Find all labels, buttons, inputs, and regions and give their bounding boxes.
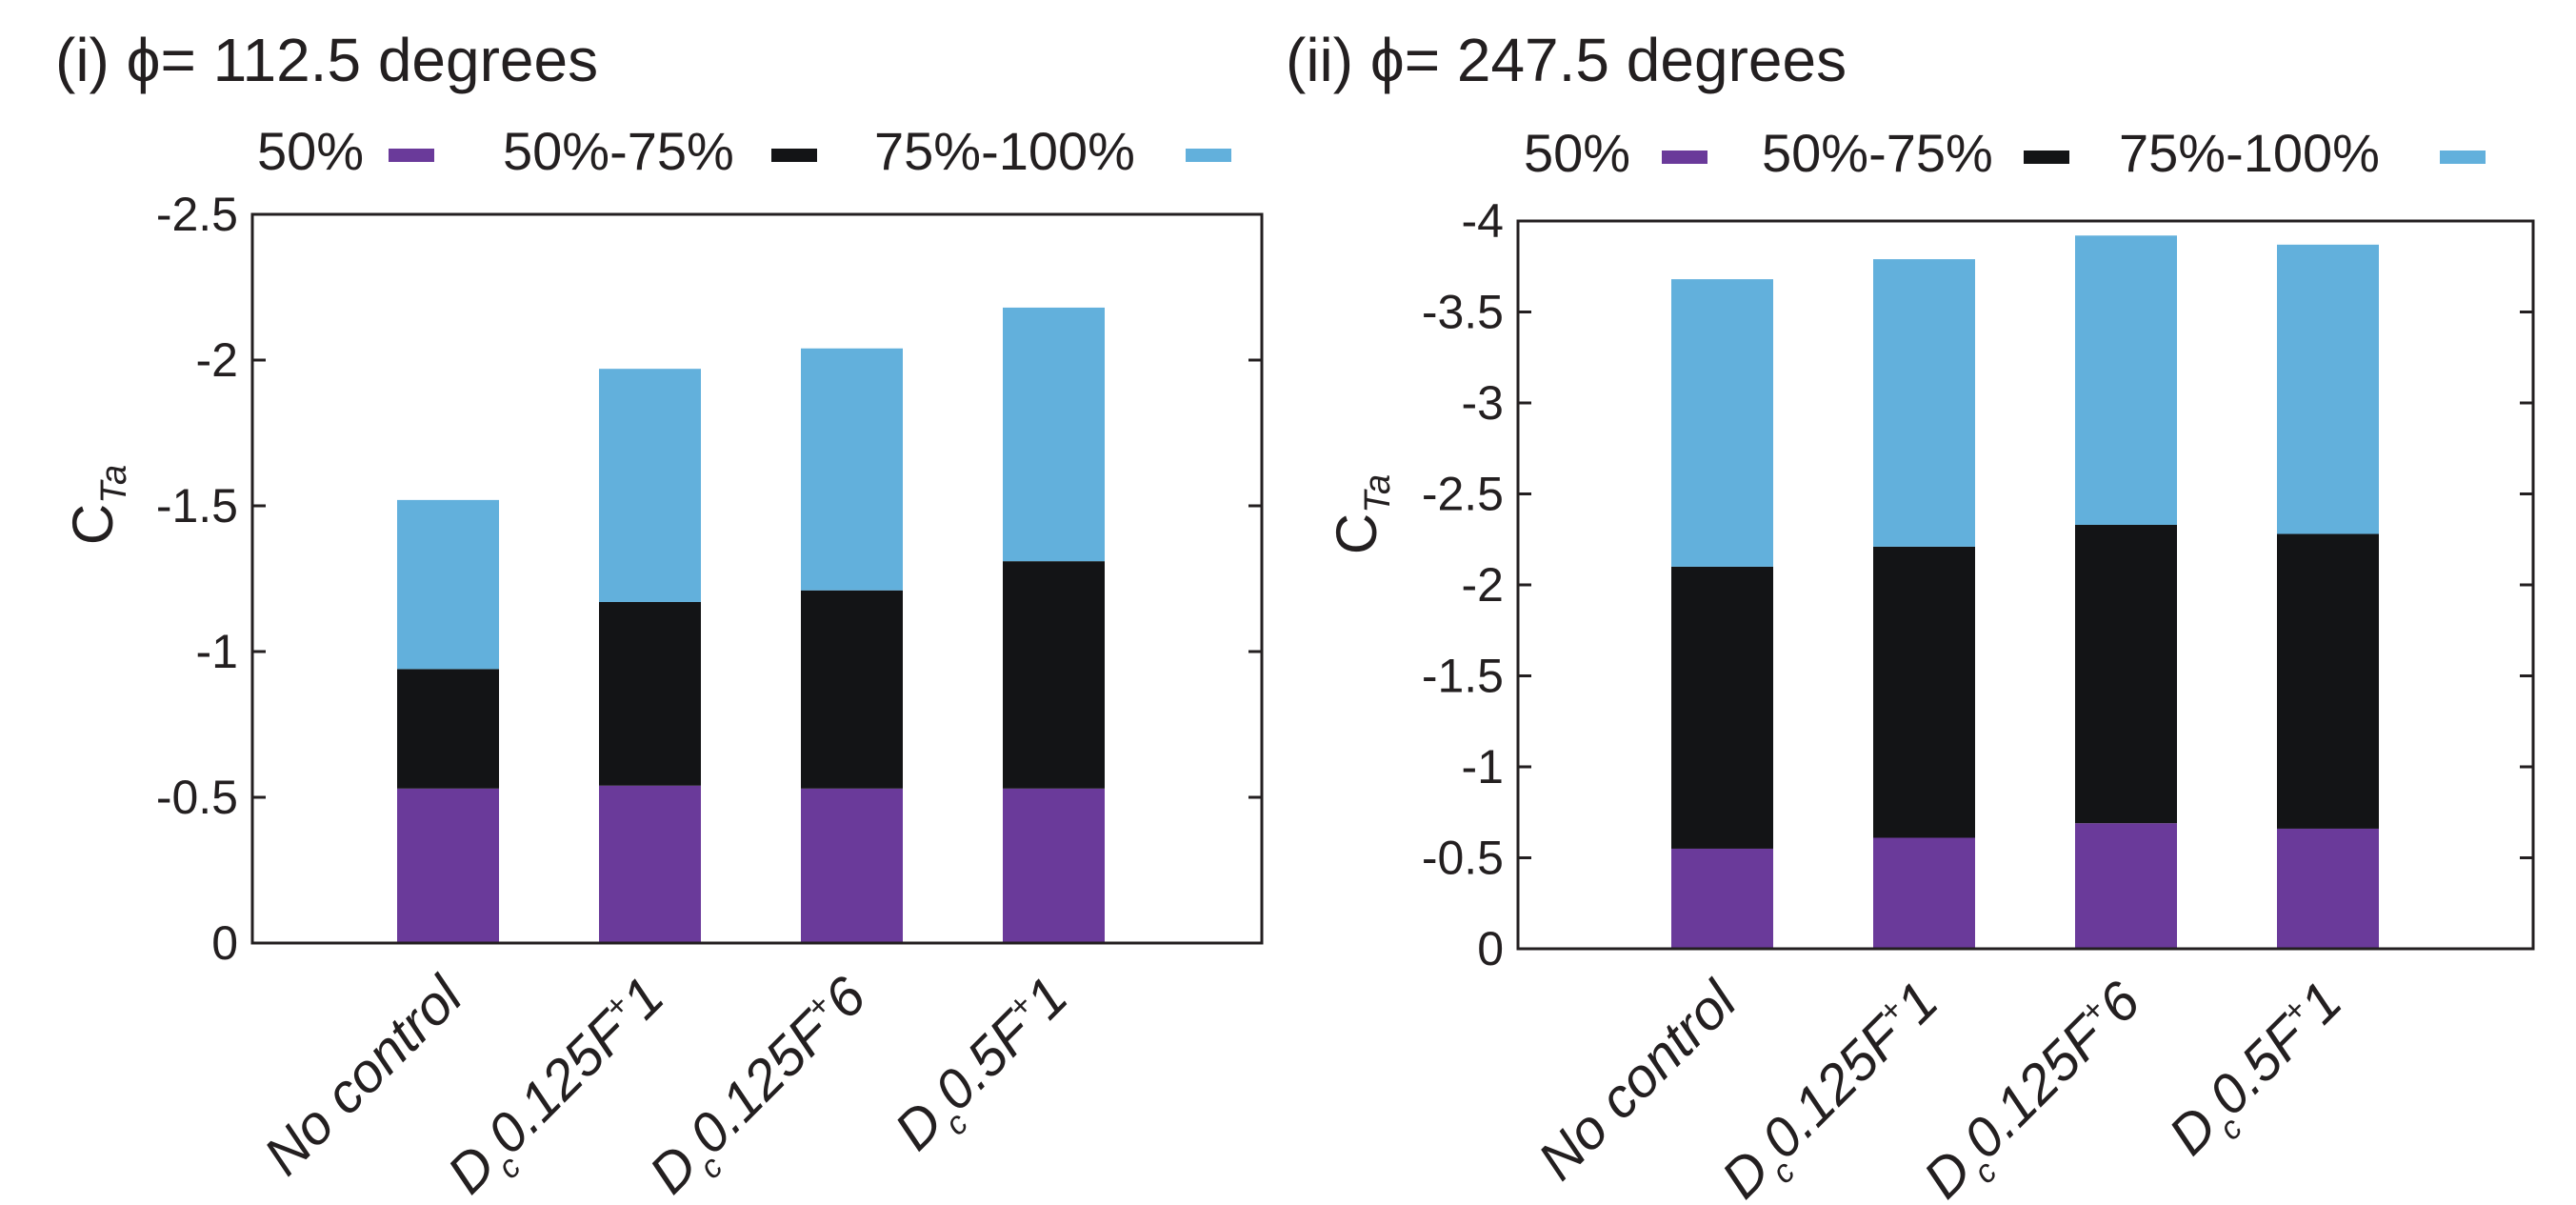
- category-label: Dc0.125F+6: [638, 965, 888, 1205]
- y-tick-label: -2: [196, 333, 238, 387]
- bar-segment: [397, 788, 499, 943]
- y-axis-label: CTa: [1325, 474, 1398, 554]
- bar-segment: [1873, 259, 1975, 547]
- legend-label: 50%-75%: [1762, 123, 1993, 183]
- category-label: No control: [252, 964, 475, 1187]
- bar-segment: [599, 369, 701, 602]
- bar-segment: [1873, 837, 1975, 949]
- bar-segment: [599, 785, 701, 943]
- legend-swatch: [771, 149, 817, 162]
- bar-segment: [1003, 307, 1105, 562]
- bar-segment: [2075, 235, 2177, 525]
- y-tick-label: -1: [1462, 740, 1504, 793]
- y-tick-label: -2.5: [1422, 468, 1504, 521]
- legend-label: 75%-100%: [874, 121, 1135, 181]
- y-tick-label: -0.5: [1422, 832, 1504, 885]
- y-tick-label: -3: [1462, 376, 1504, 430]
- legend-swatch: [2024, 151, 2069, 164]
- y-tick-label: -0.5: [156, 771, 238, 824]
- bar-segment: [2277, 244, 2379, 534]
- plot-frame: [250, 212, 1264, 945]
- legend-label: 50%: [1524, 123, 1630, 183]
- y-tick-label: 0: [211, 916, 238, 970]
- chart-panel-2: (ii) ϕ= 247.5 degrees 50% 50%-75% 75%-100% -…: [1286, 26, 2535, 1205]
- bar-segment: [2277, 828, 2379, 949]
- bar-segment: [397, 669, 499, 789]
- bar-segment: [1003, 561, 1105, 789]
- bar-segment: [599, 601, 701, 786]
- bar-segment: [801, 348, 903, 591]
- y-tick-label: -4: [1462, 194, 1504, 248]
- chart-title: (i) ϕ= 112.5 degrees: [55, 26, 598, 94]
- legend-label: 50%-75%: [503, 121, 734, 181]
- category-label: Dc0.5F+1: [883, 965, 1088, 1171]
- legend-swatch: [1186, 149, 1231, 162]
- chart-panel-1: (i) ϕ= 112.5 degrees 50% 50%-75% 75%-100% -2…: [55, 26, 1264, 1205]
- y-tick-label: -1.5: [1422, 650, 1504, 703]
- legend-swatch: [389, 149, 434, 162]
- y-tick-label: -2.5: [156, 188, 238, 241]
- bar-segment: [1873, 546, 1975, 838]
- y-tick-label: -1: [196, 625, 238, 678]
- category-label: No control: [1527, 969, 1749, 1192]
- legend-label: 75%-100%: [2119, 123, 2380, 183]
- bar-segment: [2277, 533, 2379, 829]
- y-tick-label: 0: [1477, 922, 1504, 975]
- bar-segment: [2075, 524, 2177, 824]
- category-label: Dc0.5F+1: [2157, 970, 2363, 1175]
- bar-segment: [1003, 788, 1105, 943]
- y-axis-label: CTa: [61, 465, 134, 545]
- chart-title: (ii) ϕ= 247.5 degrees: [1286, 26, 1847, 94]
- bar-segment: [2075, 823, 2177, 949]
- bar-segment: [801, 788, 903, 943]
- legend-swatch: [1662, 151, 1707, 164]
- category-label: Dc0.125F+6: [1912, 970, 2162, 1205]
- bar-segment: [801, 590, 903, 789]
- y-tick-label: -3.5: [1422, 286, 1504, 339]
- y-tick-label: -1.5: [156, 479, 238, 532]
- legend-label: 50%: [257, 121, 364, 181]
- plot-frame: [1516, 219, 2535, 951]
- bar-segment: [1671, 279, 1773, 567]
- bar-segment: [1671, 848, 1773, 949]
- legend-swatch: [2440, 151, 2486, 164]
- y-tick-label: -2: [1462, 558, 1504, 612]
- bar-segment: [1671, 566, 1773, 849]
- bar-segment: [397, 499, 499, 670]
